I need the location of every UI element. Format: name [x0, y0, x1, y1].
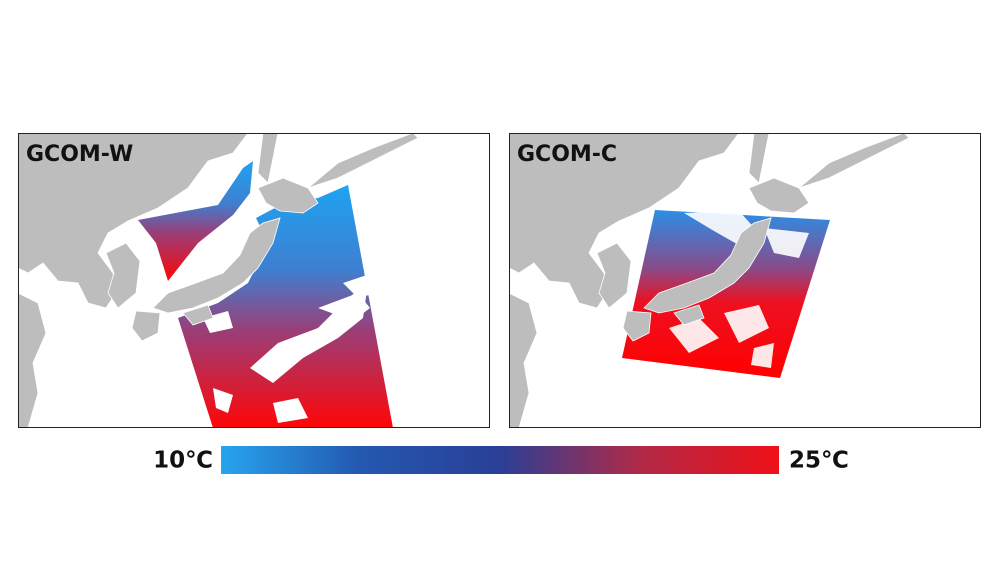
map-panel: GCOM-C: [509, 133, 981, 428]
panel-frame: [18, 133, 490, 428]
panel-label: GCOM-W: [26, 142, 133, 167]
colorbar: [221, 446, 779, 474]
colorbar-max-label: 25℃: [789, 448, 849, 474]
colorbar-min-label: 10℃: [153, 448, 213, 474]
panel-frame: [509, 133, 981, 428]
panel-label: GCOM-C: [517, 142, 617, 167]
map-panel: GCOM-W: [18, 133, 490, 428]
